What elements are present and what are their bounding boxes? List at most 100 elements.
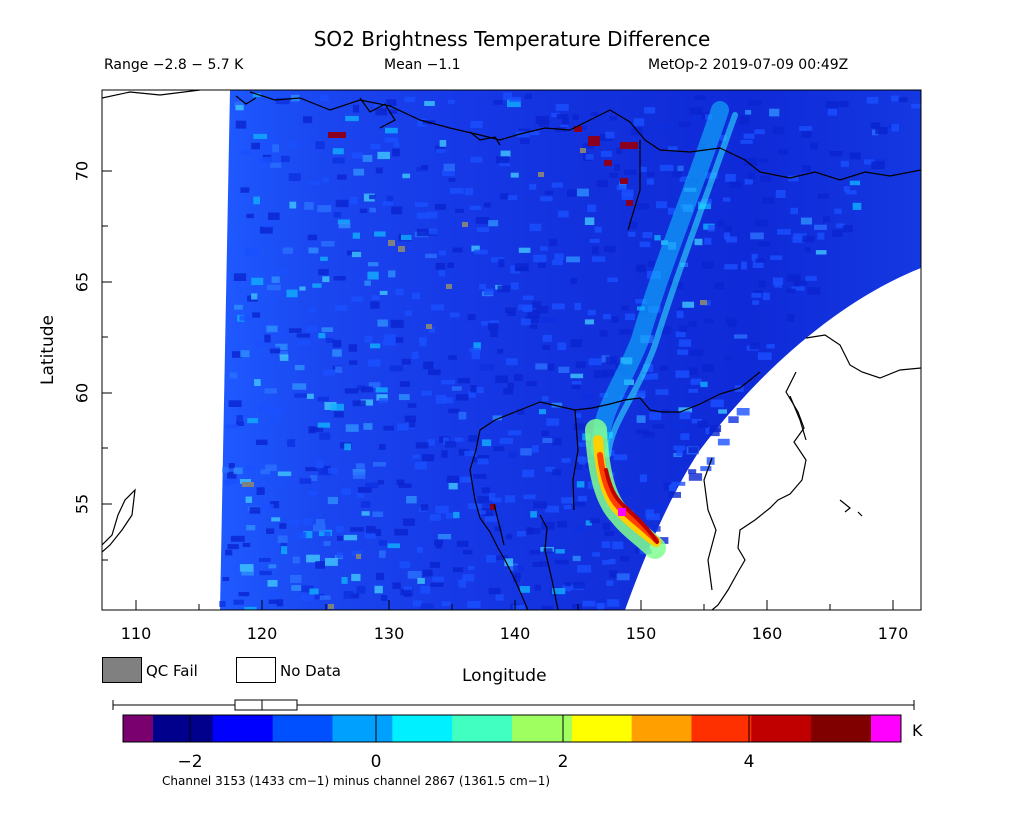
- swath-pixel: [484, 502, 495, 507]
- swath-pixel: [649, 412, 662, 421]
- swath-pixel: [790, 207, 798, 215]
- swath-pixel: [720, 134, 727, 141]
- swath-pixel: [324, 402, 337, 410]
- swath-pixel: [312, 283, 322, 288]
- swath-pixel: [727, 321, 736, 327]
- swath-pixel: [263, 220, 273, 228]
- swath-pixel: [315, 460, 324, 469]
- colorbar-segment: [811, 715, 872, 742]
- swath-pixel: [264, 388, 277, 394]
- colorbar-segment: [631, 715, 692, 742]
- colorbar-unit: K: [912, 721, 923, 740]
- swath-pixel: [577, 495, 587, 502]
- swath-pixel: [754, 129, 765, 135]
- swath-pixel: [358, 487, 372, 493]
- swath-pixel: [396, 479, 405, 485]
- swath-pixel: [383, 334, 396, 341]
- swath-pixel: [375, 109, 388, 116]
- swath-pixel: [552, 259, 563, 266]
- swath-pixel: [741, 261, 747, 270]
- swath-pixel: [337, 219, 351, 225]
- swath-pixel: [561, 458, 571, 463]
- swath-pixel: [276, 599, 284, 607]
- swath-pixel: [384, 137, 399, 143]
- swath-pixel: [602, 523, 611, 531]
- swath-pixel: [259, 504, 274, 511]
- plot-frame: [101, 89, 922, 611]
- swath-pixel: [268, 212, 280, 220]
- swath-pixel: [268, 599, 279, 604]
- swath-pixel: [225, 549, 233, 556]
- swath-pixel: [322, 276, 330, 283]
- swath-pixel: [564, 582, 572, 587]
- swath-pixel: [242, 542, 251, 547]
- swath-pixel: [387, 543, 400, 549]
- swath-pixel: [350, 527, 364, 532]
- swath-pixel: [639, 241, 651, 248]
- swath-pixel: [633, 118, 645, 127]
- swath-pixel: [787, 175, 799, 182]
- y-tick-label: 55: [72, 493, 92, 515]
- swath-pixel: [336, 535, 343, 541]
- swath-pixel: [417, 118, 427, 127]
- swath-pixel: [736, 408, 750, 416]
- swath-pixel: [315, 519, 325, 526]
- swath-pixel: [269, 348, 281, 354]
- swath-pixel: [479, 284, 486, 290]
- swath-pixel: [519, 586, 530, 593]
- swath-pixel: [279, 354, 289, 361]
- swath-pixel: [456, 540, 469, 547]
- swath-pixel: [911, 103, 921, 109]
- swath-pixel: [304, 202, 314, 210]
- swath-pixel: [631, 127, 643, 136]
- swath-pixel: [498, 259, 505, 268]
- swath-pixel: [762, 197, 775, 204]
- swath-pixel: [645, 509, 654, 518]
- swath-pixel: [448, 483, 458, 490]
- swath-pixel: [793, 233, 807, 239]
- swath-pixel: [361, 511, 370, 516]
- swath-pixel: [351, 251, 362, 258]
- swath-pixel: [239, 315, 253, 321]
- swath-pixel: [507, 382, 514, 389]
- swath-pixel: [375, 387, 388, 393]
- swath-pixel: [307, 234, 318, 241]
- swath-pixel: [554, 253, 564, 260]
- swath-pixel: [272, 144, 280, 153]
- swath-pixel: [535, 363, 548, 370]
- swath-pixel: [234, 101, 243, 107]
- swath-pixel: [416, 212, 429, 219]
- swath-pixel: [595, 599, 608, 606]
- swath-pixel: [281, 546, 288, 555]
- swath-pixel: [594, 226, 602, 233]
- colorbar-segment: [571, 715, 633, 742]
- chart-title: SO2 Brightness Temperature Difference: [313, 27, 711, 51]
- swath-pixel: [817, 232, 825, 240]
- swath-pixel: [442, 169, 455, 177]
- swath-pixel: [428, 326, 436, 333]
- swath-pixel: [505, 358, 518, 366]
- no-data-label: No Data: [280, 662, 341, 680]
- swath-pixel: [689, 107, 703, 115]
- swath-pixel: [437, 534, 452, 540]
- swath-pixel: [647, 171, 655, 177]
- swath-pixel: [426, 211, 438, 219]
- swath-pixel: [428, 228, 438, 235]
- swath-pixel: [659, 365, 668, 371]
- swath-pixel: [507, 99, 521, 108]
- swath-pixel: [372, 462, 386, 467]
- swath-pixel: [364, 280, 371, 286]
- swath-pixel: [269, 418, 280, 423]
- swath-pixel: [468, 391, 476, 398]
- swath-pixel: [320, 94, 329, 101]
- swath-pixel: [327, 496, 338, 505]
- swath-pixel: [418, 337, 427, 343]
- swath-pixel: [540, 246, 548, 251]
- swath-pixel: [495, 375, 508, 383]
- swath-pixel: [352, 104, 360, 113]
- swath-pixel: [228, 463, 235, 469]
- swath-pixel: [259, 570, 272, 576]
- swath-pixel: [315, 141, 325, 150]
- swath-pixel: [522, 305, 533, 312]
- swath-pixel: [542, 345, 551, 350]
